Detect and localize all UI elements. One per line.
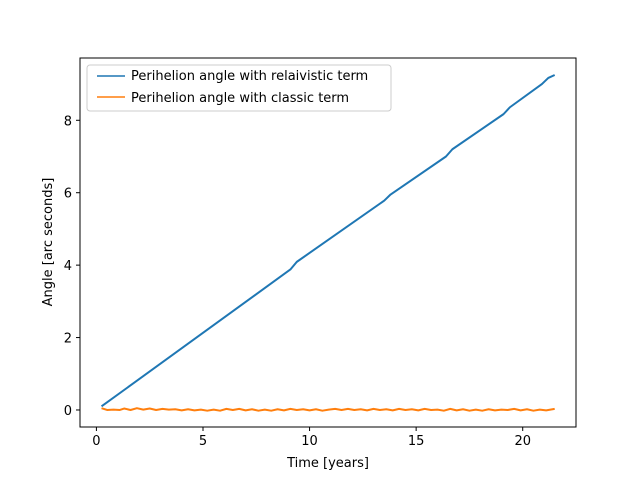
- series-line-relativistic: [100, 74, 556, 408]
- legend-label-classic: Perihelion angle with classic term: [131, 91, 349, 106]
- x-tick-label: 20: [514, 434, 531, 449]
- series-line-classic: [101, 407, 555, 412]
- x-axis-label: Time [years]: [286, 456, 369, 471]
- y-tick-label: 8: [64, 114, 72, 129]
- y-tick-label: 0: [64, 404, 72, 419]
- legend-box: [86, 64, 392, 112]
- legend: Perihelion angle with relaivistic term P…: [86, 64, 392, 112]
- x-axis: 0 5 10 15 20: [92, 427, 531, 449]
- axes-border: [79, 57, 577, 428]
- plot-area: [100, 74, 556, 412]
- y-axis-label: Angle [arc seconds]: [41, 178, 56, 307]
- x-tick-label: 10: [301, 434, 318, 449]
- x-tick-label: 15: [408, 434, 425, 449]
- legend-label-relativistic: Perihelion angle with relaivistic term: [131, 69, 368, 84]
- y-tick-label: 2: [64, 332, 72, 347]
- x-tick-label: 0: [92, 434, 100, 449]
- y-tick-label: 6: [64, 187, 72, 202]
- y-tick-label: 4: [64, 259, 72, 274]
- x-tick-label: 5: [199, 434, 207, 449]
- y-axis: 0 2 4 6 8: [64, 114, 80, 419]
- axes-frame: [79, 57, 577, 428]
